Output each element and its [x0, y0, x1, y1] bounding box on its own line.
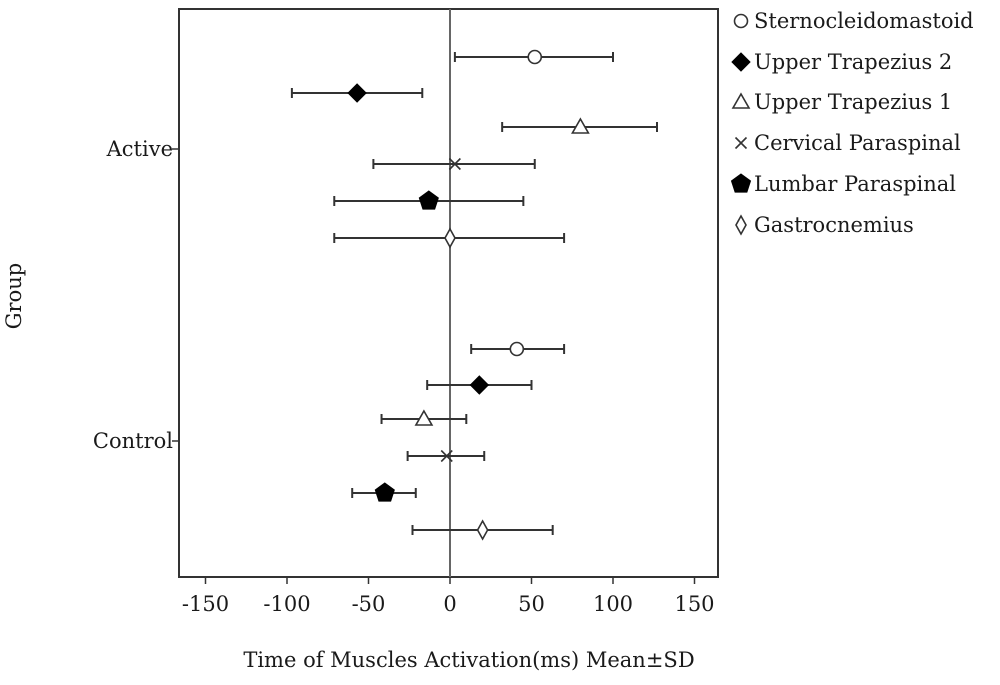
legend-label: Sternocleidomastoid — [754, 9, 974, 33]
legend-marker — [730, 173, 752, 193]
mean-marker — [444, 227, 456, 249]
mean-marker — [527, 49, 543, 65]
legend-marker — [734, 136, 748, 150]
mean-marker — [374, 482, 395, 502]
group-tick-label: Control — [93, 429, 173, 453]
x-tick-label: -150 — [182, 592, 229, 616]
legend-item: Gastrocnemius — [735, 213, 914, 237]
legend: Sternocleidomastoid Upper Trapezius 2 Uppe… — [730, 9, 974, 237]
mean-marker — [414, 409, 434, 426]
group-tick-label: Active — [106, 137, 173, 161]
legend-label: Lumbar Paraspinal — [754, 172, 956, 196]
legend-item: Lumbar Paraspinal — [730, 172, 956, 196]
x-tick-label: 0 — [443, 592, 456, 616]
legend-label: Gastrocnemius — [754, 213, 914, 237]
mean-marker — [347, 83, 367, 103]
x-tick-label: 50 — [518, 592, 545, 616]
legend-label: Upper Trapezius 1 — [754, 90, 952, 114]
legend-label: Upper Trapezius 2 — [754, 50, 952, 74]
series-lumbar-paraspinal — [333, 190, 525, 502]
x-tick-label: -100 — [263, 592, 310, 616]
plot-frame — [178, 8, 719, 578]
mean-marker — [448, 157, 461, 171]
legend-item: Upper Trapezius 1 — [731, 90, 952, 114]
x-axis-title: Time of Muscles Activation(ms) Mean±SD — [243, 648, 694, 672]
mean-marker — [418, 190, 439, 210]
x-tick-label: 100 — [593, 592, 633, 616]
series-sternocleidomastoid — [453, 49, 614, 357]
mean-marker — [571, 117, 590, 134]
series-cervical-paraspinal — [372, 157, 536, 463]
mean-marker — [440, 449, 453, 463]
legend-item: Cervical Paraspinal — [734, 131, 961, 155]
x-axis: -150 -100 -50 0 50 100 150 — [182, 577, 715, 616]
legend-marker — [735, 214, 747, 236]
x-tick-label: -50 — [352, 592, 386, 616]
series-gastrocnemius — [333, 227, 566, 541]
series-upper-trapezius-1 — [380, 117, 659, 426]
legend-label: Cervical Paraspinal — [754, 131, 961, 155]
legend-marker — [731, 92, 751, 109]
mean-marker — [476, 519, 489, 541]
legend-marker — [731, 52, 751, 72]
y-axis-title: Group — [2, 263, 26, 329]
series-upper-trapezius-2 — [290, 83, 533, 395]
series-layer — [290, 49, 659, 541]
legend-item: Upper Trapezius 2 — [731, 50, 952, 74]
legend-marker — [733, 13, 749, 29]
mean-marker — [469, 375, 490, 395]
group-axis: Active Control — [93, 137, 179, 453]
mean-marker — [509, 341, 525, 357]
x-tick-label: 150 — [674, 592, 714, 616]
legend-item: Sternocleidomastoid — [733, 9, 974, 33]
